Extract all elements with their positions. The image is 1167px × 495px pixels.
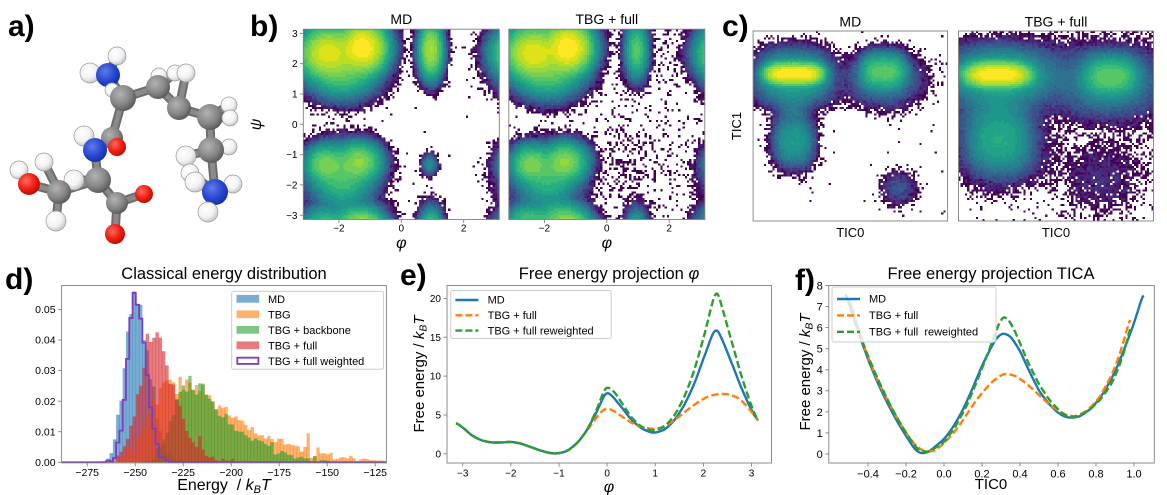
svg-text:−0.4: −0.4: [857, 469, 879, 481]
svg-text:2: 2: [701, 469, 707, 480]
svg-text:MD: MD: [268, 294, 285, 306]
svg-text:TBG + full reweighted: TBG + full reweighted: [488, 325, 594, 337]
svg-text:1: 1: [292, 90, 298, 101]
svg-text:d): d): [5, 263, 33, 296]
svg-text:Energy / kBT: Energy / kBT: [177, 477, 272, 495]
svg-text:−3: −3: [286, 211, 298, 222]
svg-text:0.05: 0.05: [35, 304, 56, 316]
svg-text:Classical energy distribution: Classical energy distribution: [121, 265, 326, 283]
svg-text:2: 2: [817, 407, 823, 419]
svg-text:TIC0: TIC0: [975, 476, 1008, 493]
svg-text:TBG + full: TBG + full: [488, 310, 537, 322]
svg-text:−2: −2: [505, 469, 517, 480]
svg-text:TBG + full weighted: TBG + full weighted: [268, 356, 364, 368]
svg-text:1.0: 1.0: [1126, 469, 1141, 481]
svg-text:3: 3: [817, 386, 823, 398]
svg-text:−175: −175: [267, 467, 291, 479]
svg-text:MD: MD: [390, 11, 412, 27]
svg-text:e): e): [400, 259, 427, 292]
svg-text:0.6: 0.6: [1050, 469, 1065, 481]
svg-text:0: 0: [604, 469, 610, 480]
svg-text:−1: −1: [553, 469, 565, 480]
svg-text:3: 3: [292, 29, 298, 40]
svg-text:TBG + full: TBG + full: [1025, 14, 1088, 30]
svg-text:TIC1: TIC1: [729, 112, 744, 140]
svg-text:MD: MD: [869, 294, 886, 306]
svg-text:0.00: 0.00: [35, 457, 56, 469]
svg-text:TBG: TBG: [268, 310, 291, 322]
svg-text:Free energy projection φ: Free energy projection φ: [519, 265, 700, 283]
svg-text:0.01: 0.01: [35, 426, 56, 438]
svg-text:TBG + backbone: TBG + backbone: [268, 325, 351, 337]
svg-text:1: 1: [817, 428, 823, 440]
svg-text:0.0: 0.0: [936, 469, 951, 481]
svg-text:0: 0: [399, 224, 405, 235]
svg-text:20: 20: [430, 294, 442, 305]
svg-text:MD: MD: [839, 14, 861, 30]
svg-text:0: 0: [604, 224, 610, 235]
svg-text:7: 7: [817, 302, 823, 314]
svg-text:0.04: 0.04: [35, 335, 56, 347]
svg-text:2: 2: [461, 224, 467, 235]
svg-text:0.02: 0.02: [35, 396, 56, 408]
svg-text:TIC0: TIC0: [836, 225, 864, 240]
svg-text:0.4: 0.4: [1012, 469, 1027, 481]
svg-text:0: 0: [817, 449, 823, 461]
svg-text:0.2: 0.2: [974, 469, 989, 481]
svg-text:2: 2: [666, 224, 672, 235]
svg-text:5: 5: [435, 411, 441, 422]
svg-text:TIC0: TIC0: [1042, 225, 1070, 240]
svg-text:f): f): [795, 264, 815, 297]
svg-text:−250: −250: [123, 467, 147, 479]
svg-text:−225: −225: [171, 467, 195, 479]
svg-text:c): c): [722, 10, 749, 43]
svg-text:−1: −1: [286, 150, 298, 161]
svg-text:−125: −125: [363, 467, 387, 479]
svg-text:Free energy / kBT: Free energy / kBT: [411, 314, 430, 433]
svg-text:−2: −2: [539, 224, 551, 235]
svg-text:TBG + full: TBG + full: [268, 341, 317, 353]
svg-text:6: 6: [817, 323, 823, 335]
svg-text:3: 3: [749, 469, 755, 480]
svg-text:1: 1: [652, 469, 658, 480]
svg-text:φ: φ: [602, 235, 612, 252]
svg-text:MD: MD: [488, 295, 505, 307]
svg-text:2: 2: [292, 59, 298, 70]
svg-text:8: 8: [817, 280, 823, 292]
svg-text:4: 4: [817, 365, 823, 377]
svg-text:−0.2: −0.2: [895, 469, 917, 481]
svg-text:10: 10: [430, 372, 442, 383]
svg-text:−150: −150: [315, 467, 339, 479]
svg-text:−2: −2: [333, 224, 345, 235]
svg-text:−200: −200: [219, 467, 243, 479]
svg-text:φ: φ: [604, 479, 614, 495]
svg-text:−2: −2: [286, 180, 298, 191]
svg-text:0.03: 0.03: [35, 365, 56, 377]
svg-text:φ: φ: [396, 235, 406, 252]
svg-text:5: 5: [817, 344, 823, 356]
svg-text:0: 0: [435, 449, 441, 460]
svg-text:b): b): [250, 10, 278, 43]
svg-text:Free energy projection TICA: Free energy projection TICA: [888, 265, 1095, 283]
svg-text:ψ: ψ: [248, 118, 265, 130]
svg-text:−275: −275: [75, 467, 99, 479]
svg-text:TBG + full reweighted: TBG + full reweighted: [869, 327, 978, 339]
svg-text:TBG + full: TBG + full: [869, 310, 918, 322]
svg-text:a): a): [8, 10, 35, 43]
svg-text:−3: −3: [457, 469, 469, 480]
svg-text:Free energy / kBT: Free energy / kBT: [797, 312, 816, 431]
svg-text:0: 0: [292, 120, 298, 131]
svg-text:15: 15: [430, 333, 442, 344]
svg-text:TBG + full: TBG + full: [575, 11, 638, 27]
svg-text:0.8: 0.8: [1088, 469, 1103, 481]
